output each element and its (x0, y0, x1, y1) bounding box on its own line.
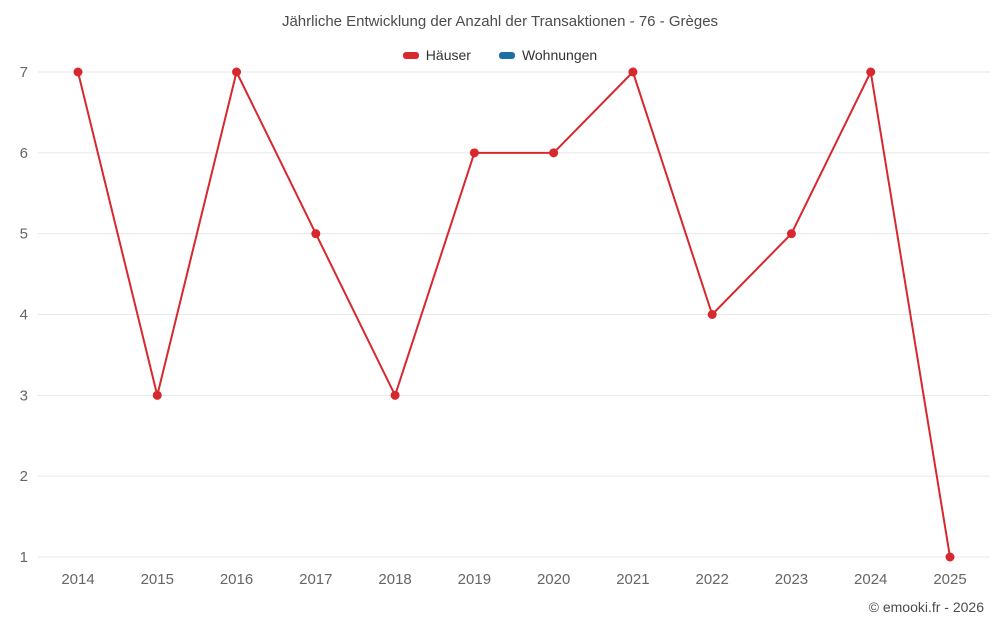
data-point[interactable] (311, 229, 321, 239)
data-point[interactable] (232, 67, 242, 77)
legend-label-wohnungen: Wohnungen (521, 47, 598, 63)
x-tick-label: 2025 (933, 571, 966, 588)
x-tick-label: 2021 (616, 571, 649, 588)
legend-item-wohnungen[interactable]: Wohnungen (498, 47, 598, 63)
data-point[interactable] (866, 67, 876, 77)
x-tick-label: 2014 (61, 571, 94, 588)
data-point[interactable] (628, 67, 638, 77)
y-tick-label: 5 (20, 226, 28, 243)
y-tick-label: 4 (20, 307, 28, 324)
x-tick-label: 2022 (695, 571, 728, 588)
legend-swatch-haeuser (402, 51, 419, 59)
legend-label-haeuser: Häuser (425, 47, 471, 63)
data-point[interactable] (390, 390, 400, 400)
x-tick-label: 2018 (378, 571, 411, 588)
y-tick-label: 1 (20, 549, 28, 566)
y-tick-label: 6 (20, 145, 28, 162)
y-tick-label: 3 (20, 387, 28, 404)
data-point[interactable] (945, 552, 955, 562)
x-tick-label: 2015 (141, 571, 174, 588)
data-point[interactable] (549, 148, 559, 158)
data-point[interactable] (152, 390, 162, 400)
data-point[interactable] (707, 310, 717, 319)
legend-swatch-wohnungen (498, 51, 515, 59)
data-point[interactable] (469, 148, 479, 158)
x-tick-label: 2016 (220, 571, 253, 588)
legend: Häuser Wohnungen (0, 47, 1000, 63)
x-tick-label: 2024 (854, 571, 887, 588)
x-tick-label: 2017 (299, 571, 332, 588)
series-line-0 (77, 71, 951, 558)
copyright-footer: © emooki.fr - 2026 (868, 599, 984, 615)
data-point[interactable] (786, 229, 796, 239)
x-tick-label: 2020 (537, 571, 570, 588)
legend-item-haeuser[interactable]: Häuser (402, 47, 471, 63)
x-tick-label: 2019 (458, 571, 491, 588)
y-tick-label: 7 (20, 64, 28, 81)
x-tick-label: 2023 (775, 571, 808, 588)
chart-title: Jährliche Entwicklung der Anzahl der Tra… (281, 13, 719, 30)
y-tick-label: 2 (20, 468, 28, 485)
data-point[interactable] (73, 67, 83, 77)
